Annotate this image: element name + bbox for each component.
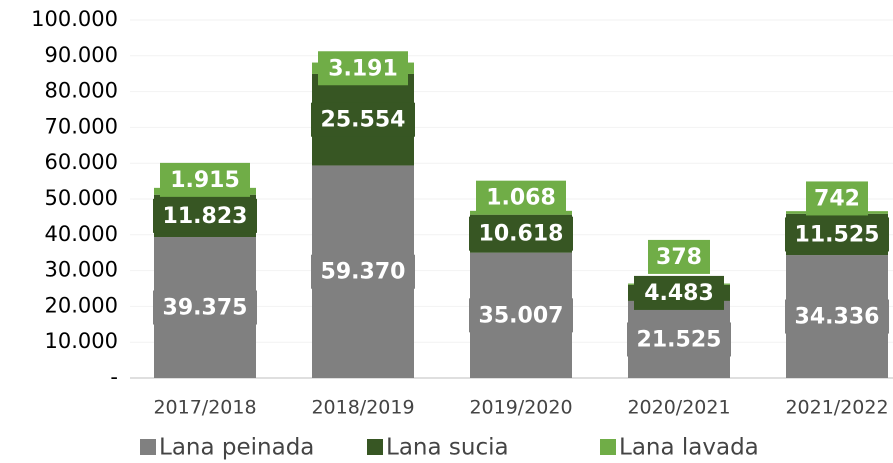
legend-label: Lana lavada bbox=[619, 435, 759, 461]
data-label: 11.525 bbox=[795, 222, 880, 247]
data-label: 21.525 bbox=[637, 327, 722, 352]
x-tick-label: 2017/2018 bbox=[153, 397, 256, 419]
data-label-box bbox=[311, 254, 415, 289]
y-tick-label: 30.000 bbox=[45, 258, 118, 282]
y-tick-label: - bbox=[110, 365, 118, 389]
data-label-box bbox=[806, 181, 868, 216]
y-tick-label: 40.000 bbox=[45, 222, 118, 246]
legend-swatch bbox=[367, 439, 383, 455]
legend-swatch bbox=[140, 439, 156, 455]
data-label: 25.554 bbox=[321, 108, 406, 133]
data-label: 1.915 bbox=[170, 168, 240, 193]
data-label-box bbox=[785, 299, 889, 334]
y-tick-label: 90.000 bbox=[45, 43, 118, 67]
data-label-box bbox=[634, 275, 724, 310]
data-label-box bbox=[648, 239, 710, 274]
data-label: 39.375 bbox=[163, 296, 248, 321]
data-label-box bbox=[318, 51, 408, 86]
data-label: 3.191 bbox=[328, 56, 398, 81]
data-label-box bbox=[153, 198, 257, 233]
y-tick-label: 10.000 bbox=[45, 329, 118, 353]
data-label-box bbox=[785, 217, 889, 252]
data-label-box bbox=[469, 298, 573, 333]
data-label: 1.068 bbox=[486, 186, 556, 211]
data-label-box bbox=[476, 180, 566, 215]
data-label: 742 bbox=[814, 186, 860, 211]
data-label-box bbox=[627, 322, 731, 357]
data-label-box bbox=[469, 216, 573, 251]
data-label: 4.483 bbox=[644, 281, 714, 306]
data-label: 59.370 bbox=[321, 260, 406, 285]
data-label-box bbox=[160, 162, 250, 197]
legend-swatch bbox=[600, 439, 616, 455]
data-label: 35.007 bbox=[479, 303, 564, 328]
data-label-box bbox=[153, 290, 257, 325]
x-tick-label: 2019/2020 bbox=[469, 397, 572, 419]
x-tick-label: 2018/2019 bbox=[311, 397, 414, 419]
y-tick-label: 60.000 bbox=[45, 150, 118, 174]
data-label: 378 bbox=[656, 245, 702, 270]
x-tick-label: 2020/2021 bbox=[627, 397, 730, 419]
y-tick-label: 20.000 bbox=[45, 293, 118, 317]
x-tick-label: 2021/2022 bbox=[785, 397, 888, 419]
data-label: 10.618 bbox=[479, 222, 564, 247]
y-tick-label: 100.000 bbox=[31, 7, 118, 31]
y-tick-label: 50.000 bbox=[45, 186, 118, 210]
data-label-box bbox=[311, 102, 415, 137]
data-label: 34.336 bbox=[795, 305, 880, 330]
legend-label: Lana sucia bbox=[386, 435, 509, 461]
y-tick-label: 80.000 bbox=[45, 79, 118, 103]
legend-label: Lana peinada bbox=[159, 435, 314, 461]
y-tick-label: 70.000 bbox=[45, 114, 118, 138]
data-label: 11.823 bbox=[163, 204, 248, 229]
